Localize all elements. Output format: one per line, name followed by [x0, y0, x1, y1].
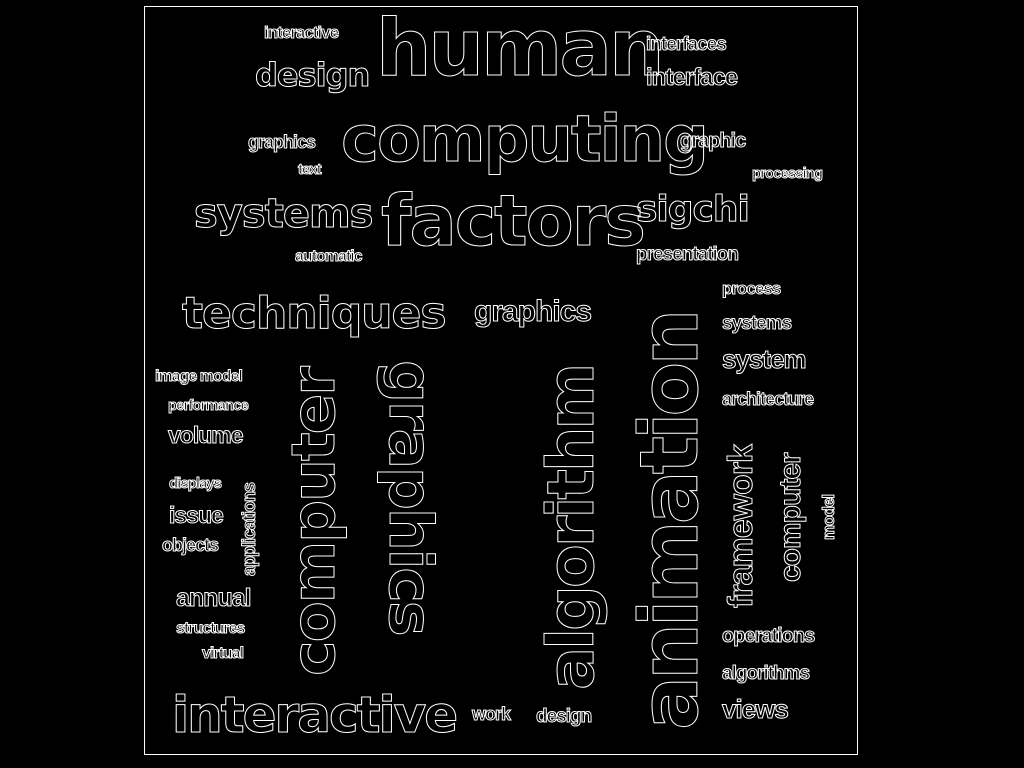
- word-text: text: [298, 161, 323, 178]
- word-volume: volume: [168, 422, 245, 448]
- word-presentation: presentation: [635, 244, 739, 265]
- word-virtual: virtual: [201, 645, 244, 662]
- word-views: views: [722, 694, 790, 724]
- word-interactive-bottom: interactive: [171, 686, 458, 744]
- word-system: system: [722, 344, 808, 374]
- word-work: work: [471, 704, 511, 724]
- word-annual: annual: [176, 584, 253, 612]
- word-graphics-small: graphics: [247, 132, 316, 152]
- word-image-model: image model: [155, 368, 244, 385]
- word-animation: animation: [623, 312, 717, 730]
- word-issue: issue: [169, 502, 225, 528]
- word-architecture: architecture: [721, 389, 814, 409]
- word-interactive-top: interactive: [263, 23, 339, 42]
- word-graphic: graphic: [679, 130, 746, 152]
- word-computer-right: computer: [774, 453, 808, 583]
- word-algorithm: algorithm: [535, 365, 610, 690]
- word-computer-big: computer: [279, 368, 350, 677]
- word-design-bottom: design: [535, 706, 592, 727]
- word-systems-right: systems: [721, 313, 792, 334]
- word-structures: structures: [175, 620, 245, 637]
- word-human: human: [376, 4, 665, 94]
- word-displays: displays: [168, 475, 222, 492]
- word-objects: objects: [161, 535, 219, 555]
- word-performance: performance: [168, 397, 250, 414]
- word-factors: factors: [381, 180, 647, 262]
- word-computing: computing: [341, 103, 710, 177]
- word-graphics-mid: graphics: [473, 295, 592, 328]
- word-process: process: [721, 279, 781, 298]
- word-cloud-frame: [144, 6, 858, 755]
- word-algorithms: algorithms: [721, 663, 810, 684]
- word-applications: applications: [239, 482, 260, 576]
- word-sigchi: sigchi: [636, 189, 751, 230]
- word-processing: processing: [751, 165, 823, 182]
- word-interface: interface: [645, 64, 738, 91]
- word-systems-top: systems: [193, 191, 373, 237]
- word-operations: operations: [721, 625, 815, 647]
- word-graphics-vert: graphics: [375, 360, 446, 636]
- word-model: model: [819, 494, 839, 540]
- word-framework: framework: [722, 445, 761, 609]
- word-interfaces: interfaces: [646, 34, 728, 55]
- word-automatic: automatic: [295, 248, 364, 265]
- word-design-top: design: [254, 56, 370, 94]
- word-techniques: techniques: [182, 288, 448, 339]
